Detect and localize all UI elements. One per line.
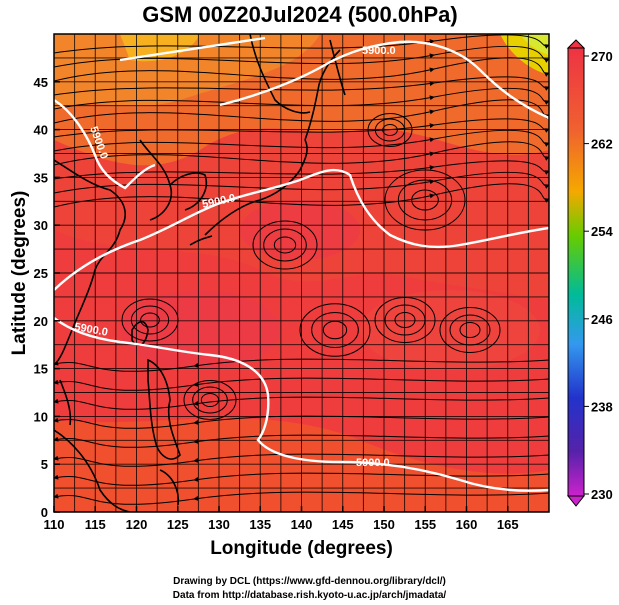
streamline [54,160,549,180]
circulation-ring [273,236,297,254]
circulation-ring [200,393,220,407]
circulation-ring [411,189,439,211]
y-axis-label: Latitude (degrees) [9,190,30,356]
x-tick-label: 140 [291,517,313,532]
y-axis-ticks: 0 5 10 15 20 25 30 35 40 45 [34,75,60,520]
circulation-ring [397,179,453,221]
y-tick-label: 25 [34,266,48,281]
colorbar-tick-label: 238 [591,399,613,414]
circulation-ring [299,303,371,357]
y-tick-label: 20 [34,314,48,329]
circulation-ring [459,322,481,338]
contour-label: 5900.0 [362,45,396,57]
y-tick-label: 35 [34,170,48,185]
circulation-ring [384,304,426,336]
streamline [54,491,549,505]
map-figure: 5900.0 5900.0 5900.0 5900.0 5900.0 110 11… [34,33,613,532]
circulation-ring [439,307,501,353]
circulation-ring [322,320,348,340]
circulation-ring [382,124,398,136]
x-axis-label: Longitude (degrees) [210,538,393,559]
circulation-ring [311,312,359,348]
x-tick-label: 130 [208,517,230,532]
y-tick-label: 10 [34,409,48,424]
circulation-ring [394,312,416,328]
streamline [54,358,549,372]
streamline [54,415,549,429]
streamline [54,45,549,68]
streamline [54,118,549,138]
x-tick-label: 115 [85,517,106,532]
y-tick-label: 15 [34,362,48,377]
grid-lines [54,34,549,512]
streamline [54,396,549,410]
x-tick-label: 145 [332,517,354,532]
streamline [54,57,549,82]
y-tick-label: 40 [34,123,48,138]
circulation-ring [374,118,406,142]
colorbar-tick-label: 230 [591,487,613,502]
colorbar-tick-label: 270 [591,49,613,64]
streamline [54,472,549,486]
streamline [54,76,549,96]
circulation-ring [140,312,160,328]
streamline [54,34,549,54]
y-tick-label: 30 [34,218,48,233]
x-tick-label: 110 [44,517,65,532]
streamline [54,434,549,448]
streamline [54,171,549,194]
x-axis-ticks: 110 115 120 125 130 135 140 145 150 155 160 165 [44,506,519,532]
x-tick-label: 125 [167,517,189,532]
colorbar: 270 262 254 246 238 230 [566,39,613,507]
y-tick-label: 45 [34,75,48,90]
contour-label: 5900.0 [73,321,108,339]
circulation-ring [449,314,491,346]
circulation-ring [252,220,318,270]
y-tick-label: 5 [41,457,48,472]
colorbar-tick-label: 262 [591,137,613,152]
streamline [54,129,549,152]
credit-line-data: Data from http://database.rish.kyoto-u.a… [172,590,447,601]
contour-label: 5900.0 [356,457,390,469]
credit-line-dcl: Drawing by DCL (https://www.gfd-dennou.o… [173,576,446,587]
streamline [54,453,549,467]
x-tick-label: 160 [456,517,478,532]
chart-title: GSM 00Z20Jul2024 (500.0hPa) [142,2,458,27]
wind-streamlines [54,34,549,505]
colorbar-tick-label: 246 [591,312,613,327]
x-tick-label: 150 [373,517,395,532]
streamline [54,99,549,124]
circulation-ring [183,380,237,420]
x-tick-label: 155 [414,517,436,532]
circulation-ring [367,113,413,147]
streamline [54,183,549,208]
colorbar-tick-label: 254 [591,224,613,239]
circulation-ring [192,386,228,414]
circulation-ring [130,305,170,335]
circulation-ring [263,228,307,262]
circulation-ring [121,298,179,342]
y-tick-label: 0 [41,505,48,520]
circulation-ring [374,297,436,343]
streamline [54,87,549,110]
streamline [54,141,549,166]
x-tick-label: 165 [497,517,519,532]
geopotential-contours [54,36,549,492]
circulation-ring [384,169,466,231]
x-tick-label: 120 [126,517,148,532]
x-tick-label: 135 [249,517,271,532]
